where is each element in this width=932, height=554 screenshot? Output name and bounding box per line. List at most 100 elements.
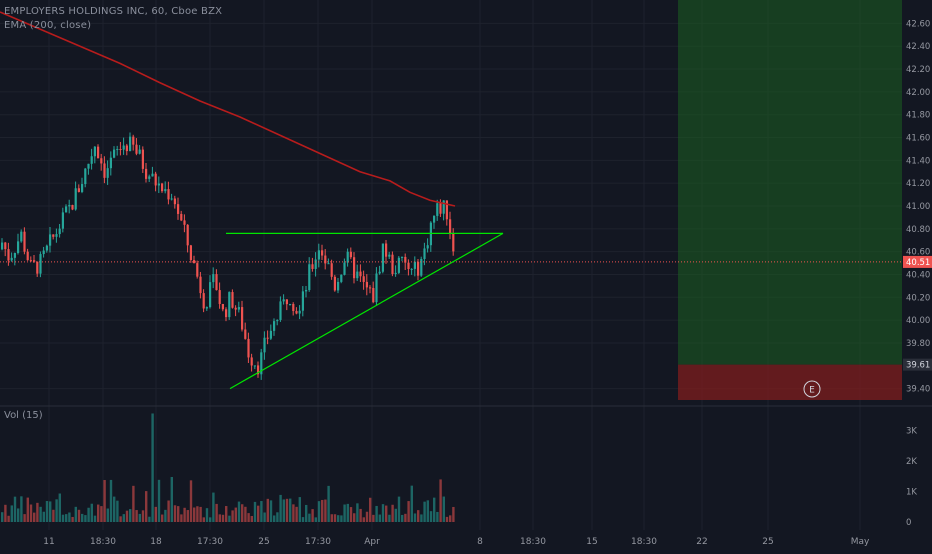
volume-bar[interactable]: [385, 505, 388, 522]
volume-bar[interactable]: [164, 509, 167, 522]
volume-bar[interactable]: [237, 501, 241, 522]
volume-bar[interactable]: [173, 505, 177, 522]
candle-body[interactable]: [237, 307, 240, 310]
candle-body[interactable]: [295, 310, 298, 314]
volume-bar[interactable]: [7, 515, 10, 522]
candle-body[interactable]: [52, 234, 55, 237]
candle-body[interactable]: [308, 264, 311, 291]
volume-bar[interactable]: [161, 514, 164, 522]
volume-bar[interactable]: [17, 508, 20, 522]
volume-bar[interactable]: [423, 501, 426, 522]
volume-bar[interactable]: [289, 498, 292, 522]
candle-body[interactable]: [45, 245, 48, 251]
candle-body[interactable]: [266, 337, 269, 339]
candle-body[interactable]: [289, 303, 292, 305]
volume-bar[interactable]: [100, 506, 103, 522]
volume-bar[interactable]: [356, 503, 359, 522]
volume-bar[interactable]: [205, 508, 209, 522]
candle-body[interactable]: [244, 329, 247, 339]
candle-body[interactable]: [317, 250, 320, 260]
volume-bar[interactable]: [71, 516, 74, 522]
volume-bar[interactable]: [295, 506, 298, 522]
candle-body[interactable]: [81, 184, 84, 192]
candle-body[interactable]: [385, 243, 388, 257]
volume-bar[interactable]: [343, 504, 346, 522]
candle-body[interactable]: [311, 264, 314, 269]
candle-body[interactable]: [404, 256, 407, 263]
candle-body[interactable]: [231, 292, 234, 308]
candle-body[interactable]: [375, 273, 378, 303]
candle-body[interactable]: [36, 261, 39, 274]
candle-body[interactable]: [269, 330, 272, 339]
volume-bar[interactable]: [420, 514, 423, 522]
candle-body[interactable]: [218, 290, 221, 304]
candle-body[interactable]: [433, 215, 436, 223]
candle-body[interactable]: [116, 149, 119, 151]
volume-bar[interactable]: [122, 514, 125, 522]
volume-bar[interactable]: [298, 497, 301, 522]
volume-bar[interactable]: [1, 512, 4, 522]
candle-body[interactable]: [39, 254, 42, 274]
volume-bar[interactable]: [170, 476, 173, 522]
candle-body[interactable]: [340, 274, 343, 282]
candle-body[interactable]: [365, 281, 368, 288]
volume-bar[interactable]: [381, 504, 385, 522]
candle-body[interactable]: [417, 261, 420, 276]
candle-body[interactable]: [215, 274, 218, 291]
volume-bar[interactable]: [439, 479, 442, 522]
ema-legend[interactable]: EMA (200, close): [4, 20, 92, 31]
candle-body[interactable]: [1, 242, 4, 250]
volume-bar[interactable]: [346, 503, 349, 522]
candle-body[interactable]: [212, 274, 215, 283]
volume-bar[interactable]: [58, 493, 61, 522]
volume-bar[interactable]: [404, 513, 407, 522]
volume-bar[interactable]: [45, 501, 49, 522]
candle-body[interactable]: [151, 173, 154, 177]
candle-body[interactable]: [359, 271, 362, 277]
volume-bar[interactable]: [145, 491, 148, 522]
volume-bar[interactable]: [13, 496, 17, 522]
candle-body[interactable]: [49, 234, 52, 246]
volume-bar[interactable]: [397, 496, 401, 522]
volume-bar[interactable]: [180, 514, 183, 522]
candle-body[interactable]: [353, 257, 356, 279]
candle-body[interactable]: [125, 145, 128, 152]
candle-body[interactable]: [349, 251, 352, 258]
candle-body[interactable]: [109, 157, 112, 169]
candle-body[interactable]: [23, 231, 26, 252]
candle-body[interactable]: [225, 309, 228, 318]
volume-bar[interactable]: [269, 500, 273, 522]
volume-bar[interactable]: [113, 496, 116, 522]
volume-bar[interactable]: [138, 513, 141, 522]
candle-body[interactable]: [205, 307, 208, 309]
candle-body[interactable]: [29, 260, 32, 262]
volume-bar[interactable]: [445, 516, 449, 522]
candle-body[interactable]: [324, 255, 327, 264]
candle-body[interactable]: [164, 189, 167, 192]
candle-body[interactable]: [410, 268, 413, 270]
volume-bar[interactable]: [97, 504, 100, 522]
volume-bar[interactable]: [10, 505, 13, 522]
candle-body[interactable]: [228, 292, 231, 318]
candle-body[interactable]: [199, 276, 202, 294]
candle-body[interactable]: [420, 259, 423, 276]
candle-body[interactable]: [209, 282, 212, 308]
volume-bar[interactable]: [93, 515, 97, 522]
candle-body[interactable]: [26, 251, 29, 261]
volume-bar[interactable]: [193, 507, 196, 522]
candle-body[interactable]: [132, 136, 135, 145]
volume-bar[interactable]: [433, 497, 436, 522]
volume-bar[interactable]: [199, 506, 202, 522]
candle-body[interactable]: [7, 249, 10, 261]
candle-body[interactable]: [183, 220, 186, 225]
candle-body[interactable]: [449, 219, 452, 234]
candle-body[interactable]: [362, 276, 365, 282]
candle-body[interactable]: [442, 200, 445, 214]
volume-bar[interactable]: [135, 510, 138, 522]
candle-body[interactable]: [276, 319, 279, 322]
volume-bar[interactable]: [221, 514, 225, 522]
candle-body[interactable]: [170, 198, 173, 200]
target-zone[interactable]: [678, 0, 902, 365]
candle-body[interactable]: [13, 252, 16, 258]
candle-body[interactable]: [103, 163, 106, 178]
